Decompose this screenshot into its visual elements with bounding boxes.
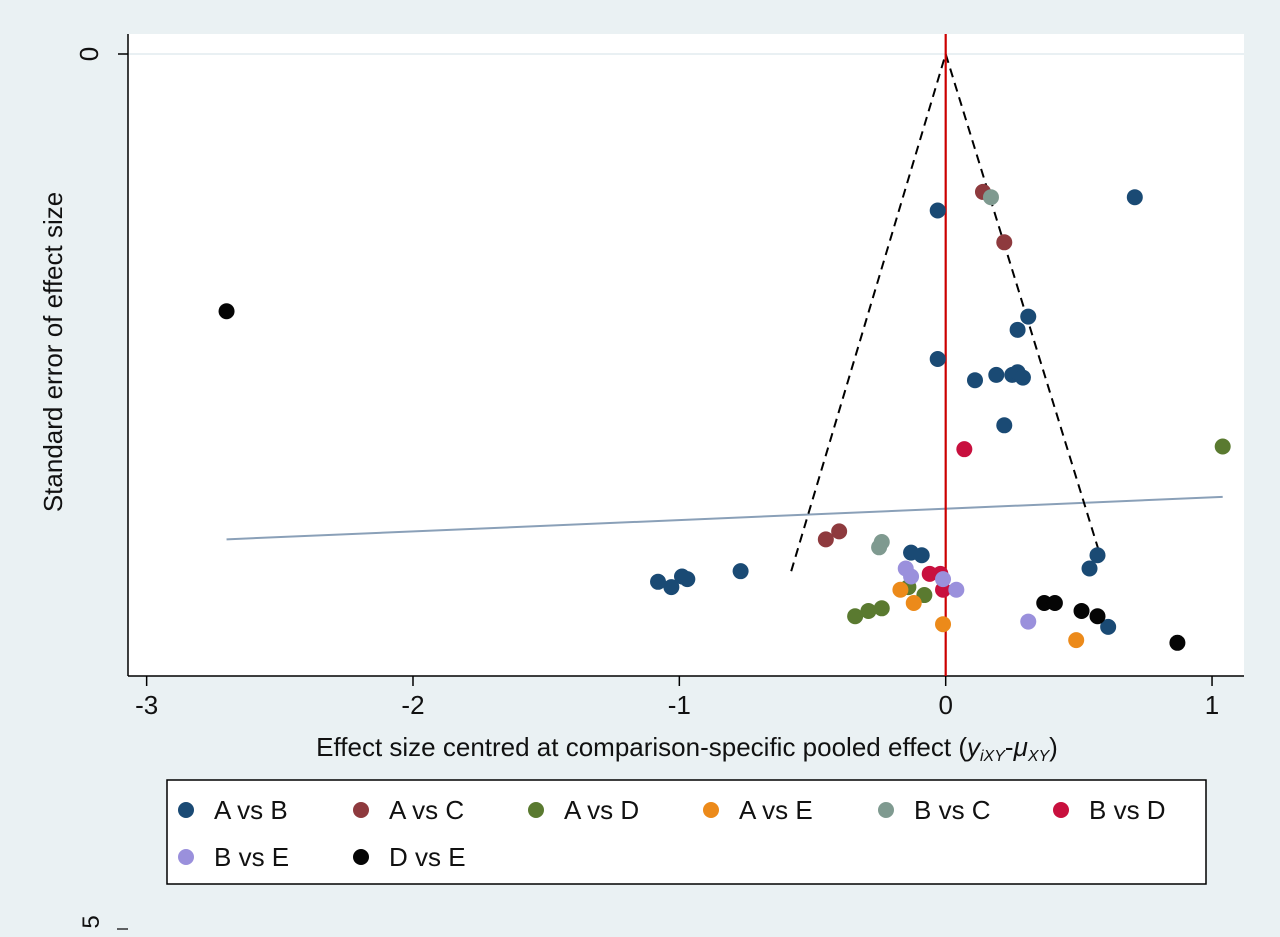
point-b-vs-e	[935, 571, 952, 588]
x-axis-label-mu-sub: XY	[1027, 748, 1051, 765]
point-a-vs-b	[650, 573, 667, 590]
legend-box	[166, 779, 1207, 885]
legend-label: B vs C	[914, 795, 991, 825]
point-a-vs-b	[1020, 308, 1037, 325]
point-a-vs-b	[1126, 189, 1143, 206]
point-b-vs-d	[956, 441, 973, 458]
point-a-vs-d	[847, 608, 864, 625]
point-a-vs-b	[1081, 560, 1098, 577]
point-d-vs-e	[218, 303, 235, 320]
point-a-vs-d	[860, 602, 877, 619]
legend-label: A vs C	[389, 795, 464, 825]
x-axis-label-minus: -	[1005, 732, 1014, 762]
x-tick-label: 1	[1205, 690, 1219, 720]
point-a-vs-b	[732, 563, 749, 580]
legend-label: D vs E	[389, 842, 466, 872]
y-axis-label: Standard error of effect size	[38, 192, 68, 512]
x-axis-label-close: )	[1049, 732, 1058, 762]
point-b-vs-e	[903, 568, 920, 585]
legend-label: B vs E	[214, 842, 289, 872]
point-a-vs-b	[663, 579, 680, 596]
x-tick-label: -1	[668, 690, 691, 720]
legend-marker	[878, 802, 894, 818]
point-a-vs-b	[679, 571, 696, 588]
point-a-vs-b	[929, 351, 946, 367]
x-tick-label: -2	[401, 690, 424, 720]
point-b-vs-e	[1020, 613, 1037, 630]
point-b-vs-e	[948, 581, 965, 598]
legend-marker	[178, 802, 194, 818]
x-axis-label-mu: μ	[1013, 732, 1028, 762]
bottom-cut-tick-label: 5	[78, 915, 105, 928]
point-a-vs-b	[1089, 547, 1106, 564]
point-d-vs-e	[1169, 634, 1186, 651]
point-a-vs-b	[966, 372, 983, 389]
x-tick-label: 0	[938, 690, 952, 720]
point-a-vs-b	[1009, 321, 1026, 338]
point-a-vs-e	[905, 595, 922, 611]
legend-marker	[353, 849, 369, 865]
point-a-vs-b	[996, 417, 1013, 434]
legend-label: A vs D	[564, 795, 639, 825]
point-a-vs-b	[988, 366, 1005, 383]
point-a-vs-b	[929, 202, 946, 219]
point-a-vs-d	[873, 600, 890, 617]
x-axis-label-y-sub: iXY	[980, 748, 1006, 765]
point-a-vs-b	[1014, 369, 1031, 386]
legend-marker	[353, 802, 369, 818]
legend-marker	[528, 802, 544, 818]
point-a-vs-c	[817, 531, 834, 548]
point-a-vs-b	[913, 547, 930, 564]
point-b-vs-c	[982, 189, 999, 206]
point-a-vs-e	[935, 616, 952, 633]
legend-label: A vs B	[214, 795, 288, 825]
point-a-vs-e	[892, 581, 909, 598]
fitted-line	[226, 495, 1223, 541]
point-a-vs-b	[1100, 618, 1117, 635]
point-a-vs-d	[1214, 438, 1231, 455]
point-d-vs-e	[1046, 595, 1063, 611]
legend-label: A vs E	[739, 795, 813, 825]
legend-marker	[703, 802, 719, 818]
legend-marker	[178, 849, 194, 865]
point-a-vs-c	[831, 523, 848, 540]
plot-area	[128, 34, 1244, 676]
legend-label: B vs D	[1089, 795, 1166, 825]
x-axis-label-main: Effect size centred at comparison-specif…	[316, 732, 967, 762]
point-d-vs-e	[1089, 608, 1106, 625]
funnel-line	[790, 50, 1102, 572]
point-a-vs-e	[1068, 632, 1085, 649]
legend-marker	[1053, 802, 1069, 818]
x-axis-label: Effect size centred at comparison-specif…	[316, 732, 1058, 765]
point-a-vs-c	[996, 234, 1013, 251]
x-tick-label: -3	[135, 690, 158, 720]
x-axis-label-y: y	[965, 732, 982, 762]
y-tick-label: 0	[74, 47, 104, 61]
point-d-vs-e	[1073, 602, 1090, 619]
point-b-vs-c	[871, 539, 888, 556]
